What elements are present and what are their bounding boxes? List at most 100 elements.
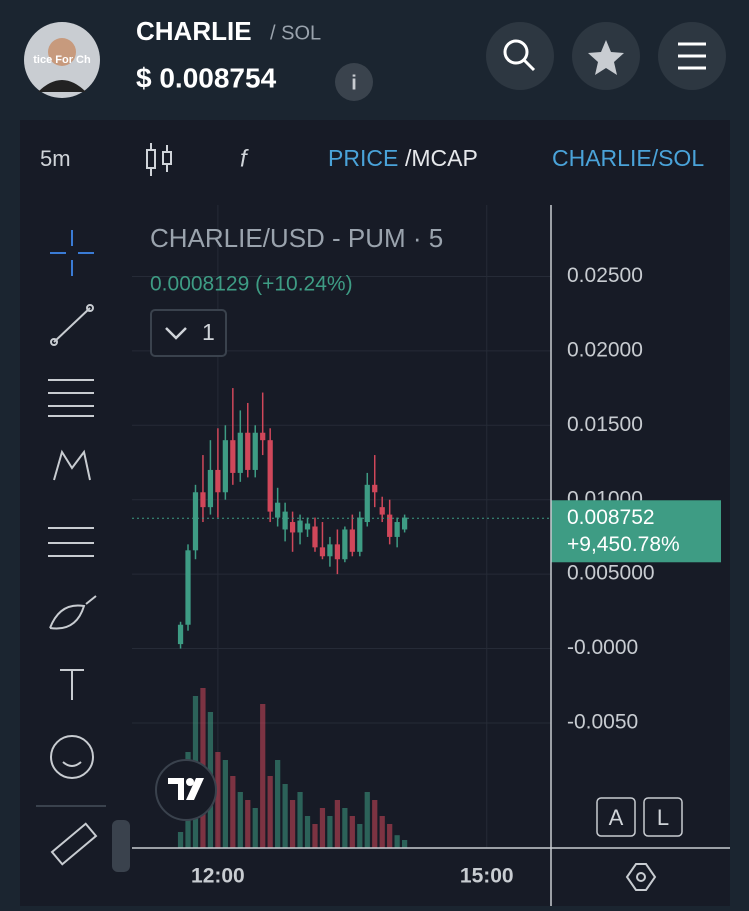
volume-bar <box>334 800 341 848</box>
candle-body <box>289 522 296 533</box>
scale-button-label: L <box>657 805 669 830</box>
scale-button-label: A <box>609 805 624 830</box>
candle-body <box>394 522 400 537</box>
indicator-icon[interactable]: f <box>240 145 249 172</box>
text-tool[interactable] <box>60 669 84 700</box>
price-toggle[interactable]: PRICE <box>328 145 398 171</box>
candle-body <box>297 520 303 533</box>
volume-bar <box>275 760 281 848</box>
candle-body <box>342 529 348 560</box>
svg-text:i: i <box>351 72 357 94</box>
scale-button[interactable]: A <box>596 797 636 837</box>
tradingview-logo[interactable] <box>155 759 217 821</box>
volume-bar <box>364 792 370 848</box>
plot: 0.025000.020000.015000.010000.005000-0.0… <box>132 205 721 888</box>
mcap-toggle[interactable]: /MCAP <box>405 145 478 171</box>
avatar-text: tice For Ch <box>33 54 91 66</box>
brush-tool[interactable] <box>49 595 97 630</box>
candle-body <box>312 526 318 548</box>
scale-button[interactable]: L <box>643 797 683 837</box>
line-tool[interactable] <box>53 307 91 343</box>
volume-bar <box>267 776 273 848</box>
forecast-tool[interactable] <box>48 527 94 557</box>
info-button[interactable]: i <box>335 63 373 101</box>
fib-tool[interactable] <box>48 379 94 417</box>
y-tick-label: 0.01500 <box>567 413 643 436</box>
volume-bar <box>357 824 363 848</box>
last-price-label: 0.008752 <box>567 506 655 529</box>
candle-body <box>252 432 258 470</box>
token-price: $ 0.008754 <box>136 62 277 93</box>
volume-bar <box>245 800 251 848</box>
drawing-tools <box>36 230 106 866</box>
scale-button-frame <box>643 797 683 837</box>
volume-bar <box>312 824 318 848</box>
last-price-box <box>551 500 721 563</box>
volume-bar <box>252 808 258 848</box>
token-name: CHARLIE <box>136 16 252 46</box>
candle-body <box>192 492 199 551</box>
emoji-tool[interactable] <box>50 735 94 779</box>
volume-bar <box>289 800 296 848</box>
volume-bar <box>177 832 184 848</box>
volume-bar <box>394 835 400 848</box>
pattern-tool[interactable] <box>53 449 91 481</box>
crosshair-tool[interactable] <box>50 230 94 276</box>
candle-body <box>304 523 311 530</box>
candle-body <box>334 544 341 560</box>
y-tick-label: -0.0000 <box>567 636 638 659</box>
indicator-count: 1 <box>202 319 215 345</box>
candle-body <box>260 432 266 441</box>
candle-type-icon[interactable] <box>146 143 172 176</box>
candle-body <box>222 440 228 493</box>
search-button[interactable] <box>486 22 554 90</box>
x-tick-label: 15:00 <box>460 865 514 888</box>
token-pair: / SOL <box>270 22 321 44</box>
interval[interactable]: 5m <box>40 146 71 171</box>
volume-bar <box>222 760 228 848</box>
indicator-toggle[interactable]: 1 <box>150 309 227 357</box>
volume-bar <box>297 792 303 848</box>
scale-button-frame <box>596 797 636 837</box>
volume-bar <box>349 816 355 848</box>
candle-body <box>267 440 273 512</box>
volume-bar <box>230 776 236 848</box>
ruler-tool[interactable] <box>50 822 98 866</box>
pair-toggle[interactable]: CHARLIE/SOL <box>552 145 704 171</box>
candle-body <box>185 550 191 625</box>
x-tick-label: 12:00 <box>191 865 245 888</box>
candle-body <box>275 502 281 518</box>
volume-bar <box>401 840 408 848</box>
y-tick-label: 0.005000 <box>567 562 655 585</box>
avatar[interactable]: tice For Ch <box>24 22 100 98</box>
volume-bar <box>387 824 393 848</box>
candle-body <box>200 492 206 508</box>
candle-body <box>245 432 251 470</box>
volume-bar <box>237 792 243 848</box>
volume-bar <box>215 752 221 848</box>
candle-body <box>349 529 355 552</box>
volume-bar <box>304 816 311 848</box>
volume-bar <box>342 808 348 848</box>
volume-bar <box>260 704 266 848</box>
last-change-label: +9,450.78% <box>567 533 680 556</box>
candle-body <box>379 507 385 515</box>
candle-body <box>282 511 288 530</box>
candle-body <box>207 469 214 508</box>
candle-body <box>237 432 243 473</box>
candle-body <box>401 517 408 530</box>
chart-title: CHARLIE/USD - PUM · 5 <box>150 223 443 253</box>
scrollbar[interactable] <box>112 820 130 872</box>
favorite-button[interactable] <box>572 22 640 90</box>
candle-body <box>357 517 363 552</box>
y-tick-label: 0.02500 <box>567 264 643 287</box>
volume-bar <box>372 800 378 848</box>
y-tick-label: -0.0050 <box>567 711 638 734</box>
candle-body <box>215 469 221 493</box>
candle-body <box>364 484 370 523</box>
candle-body <box>230 440 236 473</box>
candle-body <box>177 624 184 645</box>
settings-icon[interactable] <box>625 863 657 891</box>
menu-button[interactable] <box>658 22 726 90</box>
